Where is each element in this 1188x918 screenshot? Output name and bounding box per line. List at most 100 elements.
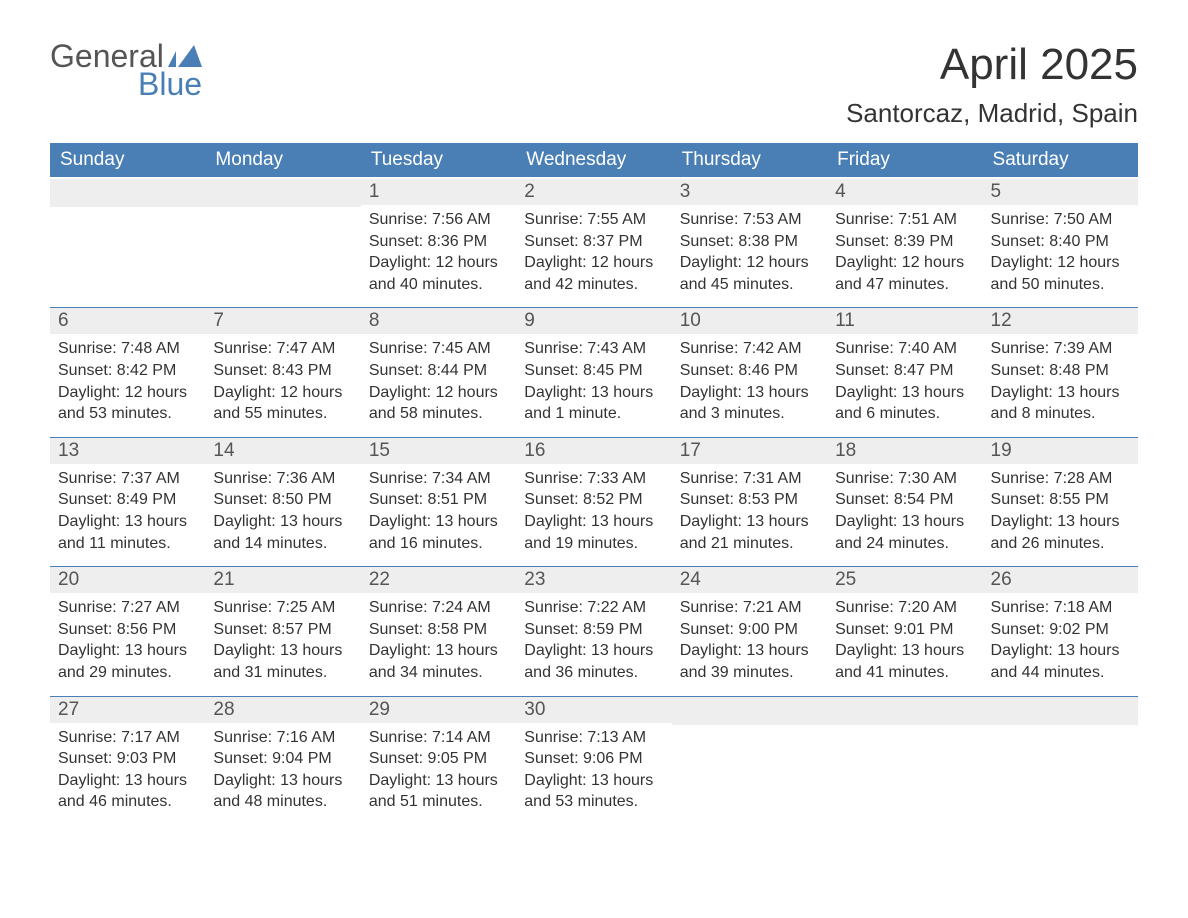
calendar-day-cell: 5Sunrise: 7:50 AMSunset: 8:40 PMDaylight… xyxy=(983,179,1138,305)
day-number: 12 xyxy=(983,308,1138,334)
sunrise-text: Sunrise: 7:34 AM xyxy=(369,468,508,490)
sunset-text: Sunset: 9:06 PM xyxy=(524,748,663,770)
calendar-day-cell xyxy=(827,697,982,823)
calendar-day-cell: 30Sunrise: 7:13 AMSunset: 9:06 PMDayligh… xyxy=(516,697,671,823)
calendar-day-cell: 26Sunrise: 7:18 AMSunset: 9:02 PMDayligh… xyxy=(983,567,1138,693)
calendar-day-cell: 14Sunrise: 7:36 AMSunset: 8:50 PMDayligh… xyxy=(205,438,360,564)
calendar-day-cell: 9Sunrise: 7:43 AMSunset: 8:45 PMDaylight… xyxy=(516,308,671,434)
calendar-header-cell: Tuesday xyxy=(361,143,516,177)
day-details: Sunrise: 7:22 AMSunset: 8:59 PMDaylight:… xyxy=(516,593,671,683)
sunset-text: Sunset: 9:04 PM xyxy=(213,748,352,770)
day-details: Sunrise: 7:27 AMSunset: 8:56 PMDaylight:… xyxy=(50,593,205,683)
calendar-day-cell: 4Sunrise: 7:51 AMSunset: 8:39 PMDaylight… xyxy=(827,179,982,305)
daylight-text: Daylight: 13 hours and 24 minutes. xyxy=(835,511,974,554)
sunset-text: Sunset: 8:50 PM xyxy=(213,489,352,511)
day-number: 8 xyxy=(361,308,516,334)
sunrise-text: Sunrise: 7:24 AM xyxy=(369,597,508,619)
sunset-text: Sunset: 9:03 PM xyxy=(58,748,197,770)
daylight-text: Daylight: 13 hours and 16 minutes. xyxy=(369,511,508,554)
daylight-text: Daylight: 13 hours and 44 minutes. xyxy=(991,640,1130,683)
daylight-text: Daylight: 12 hours and 50 minutes. xyxy=(991,252,1130,295)
sunrise-text: Sunrise: 7:55 AM xyxy=(524,209,663,231)
calendar-day-cell xyxy=(983,697,1138,823)
day-details: Sunrise: 7:25 AMSunset: 8:57 PMDaylight:… xyxy=(205,593,360,683)
sunset-text: Sunset: 9:01 PM xyxy=(835,619,974,641)
calendar-header-cell: Thursday xyxy=(672,143,827,177)
sunset-text: Sunset: 9:05 PM xyxy=(369,748,508,770)
day-details: Sunrise: 7:34 AMSunset: 8:51 PMDaylight:… xyxy=(361,464,516,554)
sunset-text: Sunset: 8:53 PM xyxy=(680,489,819,511)
sunset-text: Sunset: 8:51 PM xyxy=(369,489,508,511)
day-number: 21 xyxy=(205,567,360,593)
calendar-day-cell: 18Sunrise: 7:30 AMSunset: 8:54 PMDayligh… xyxy=(827,438,982,564)
sunset-text: Sunset: 8:42 PM xyxy=(58,360,197,382)
day-number: 16 xyxy=(516,438,671,464)
day-details: Sunrise: 7:47 AMSunset: 8:43 PMDaylight:… xyxy=(205,334,360,424)
calendar-day-cell: 29Sunrise: 7:14 AMSunset: 9:05 PMDayligh… xyxy=(361,697,516,823)
sunset-text: Sunset: 8:36 PM xyxy=(369,231,508,253)
daylight-text: Daylight: 12 hours and 42 minutes. xyxy=(524,252,663,295)
day-number: 5 xyxy=(983,179,1138,205)
day-number: 25 xyxy=(827,567,982,593)
calendar-day-cell xyxy=(50,179,205,305)
day-details: Sunrise: 7:30 AMSunset: 8:54 PMDaylight:… xyxy=(827,464,982,554)
sunset-text: Sunset: 8:38 PM xyxy=(680,231,819,253)
day-number: 22 xyxy=(361,567,516,593)
sunrise-text: Sunrise: 7:50 AM xyxy=(991,209,1130,231)
day-number: 19 xyxy=(983,438,1138,464)
calendar-week-row: 1Sunrise: 7:56 AMSunset: 8:36 PMDaylight… xyxy=(50,179,1138,305)
sunrise-text: Sunrise: 7:36 AM xyxy=(213,468,352,490)
sunrise-text: Sunrise: 7:22 AM xyxy=(524,597,663,619)
day-details: Sunrise: 7:20 AMSunset: 9:01 PMDaylight:… xyxy=(827,593,982,683)
day-number: 26 xyxy=(983,567,1138,593)
sunrise-text: Sunrise: 7:13 AM xyxy=(524,727,663,749)
day-details: Sunrise: 7:53 AMSunset: 8:38 PMDaylight:… xyxy=(672,205,827,295)
sunset-text: Sunset: 8:37 PM xyxy=(524,231,663,253)
sunset-text: Sunset: 8:52 PM xyxy=(524,489,663,511)
day-number: 15 xyxy=(361,438,516,464)
day-number xyxy=(672,697,827,725)
calendar-header-cell: Saturday xyxy=(983,143,1138,177)
sunrise-text: Sunrise: 7:40 AM xyxy=(835,338,974,360)
day-number: 30 xyxy=(516,697,671,723)
sunrise-text: Sunrise: 7:37 AM xyxy=(58,468,197,490)
day-details: Sunrise: 7:24 AMSunset: 8:58 PMDaylight:… xyxy=(361,593,516,683)
daylight-text: Daylight: 12 hours and 45 minutes. xyxy=(680,252,819,295)
sunrise-text: Sunrise: 7:18 AM xyxy=(991,597,1130,619)
calendar-day-cell: 23Sunrise: 7:22 AMSunset: 8:59 PMDayligh… xyxy=(516,567,671,693)
calendar-week-row: 20Sunrise: 7:27 AMSunset: 8:56 PMDayligh… xyxy=(50,566,1138,693)
daylight-text: Daylight: 12 hours and 40 minutes. xyxy=(369,252,508,295)
sunset-text: Sunset: 8:46 PM xyxy=(680,360,819,382)
sunset-text: Sunset: 8:39 PM xyxy=(835,231,974,253)
calendar-day-cell: 10Sunrise: 7:42 AMSunset: 8:46 PMDayligh… xyxy=(672,308,827,434)
day-number: 20 xyxy=(50,567,205,593)
day-number: 4 xyxy=(827,179,982,205)
daylight-text: Daylight: 13 hours and 6 minutes. xyxy=(835,382,974,425)
daylight-text: Daylight: 13 hours and 39 minutes. xyxy=(680,640,819,683)
day-number: 10 xyxy=(672,308,827,334)
daylight-text: Daylight: 13 hours and 36 minutes. xyxy=(524,640,663,683)
calendar-day-cell: 25Sunrise: 7:20 AMSunset: 9:01 PMDayligh… xyxy=(827,567,982,693)
sunrise-text: Sunrise: 7:16 AM xyxy=(213,727,352,749)
day-number: 23 xyxy=(516,567,671,593)
sunrise-text: Sunrise: 7:27 AM xyxy=(58,597,197,619)
day-details: Sunrise: 7:17 AMSunset: 9:03 PMDaylight:… xyxy=(50,723,205,813)
day-number: 11 xyxy=(827,308,982,334)
day-number: 27 xyxy=(50,697,205,723)
day-number: 24 xyxy=(672,567,827,593)
calendar-day-cell: 16Sunrise: 7:33 AMSunset: 8:52 PMDayligh… xyxy=(516,438,671,564)
day-number: 13 xyxy=(50,438,205,464)
day-number: 1 xyxy=(361,179,516,205)
day-details: Sunrise: 7:33 AMSunset: 8:52 PMDaylight:… xyxy=(516,464,671,554)
sunrise-text: Sunrise: 7:14 AM xyxy=(369,727,508,749)
day-details: Sunrise: 7:50 AMSunset: 8:40 PMDaylight:… xyxy=(983,205,1138,295)
day-number: 6 xyxy=(50,308,205,334)
calendar-header-row: SundayMondayTuesdayWednesdayThursdayFrid… xyxy=(50,143,1138,177)
daylight-text: Daylight: 12 hours and 53 minutes. xyxy=(58,382,197,425)
daylight-text: Daylight: 13 hours and 46 minutes. xyxy=(58,770,197,813)
calendar-day-cell: 6Sunrise: 7:48 AMSunset: 8:42 PMDaylight… xyxy=(50,308,205,434)
day-details: Sunrise: 7:39 AMSunset: 8:48 PMDaylight:… xyxy=(983,334,1138,424)
sunset-text: Sunset: 8:58 PM xyxy=(369,619,508,641)
daylight-text: Daylight: 12 hours and 47 minutes. xyxy=(835,252,974,295)
day-details: Sunrise: 7:28 AMSunset: 8:55 PMDaylight:… xyxy=(983,464,1138,554)
